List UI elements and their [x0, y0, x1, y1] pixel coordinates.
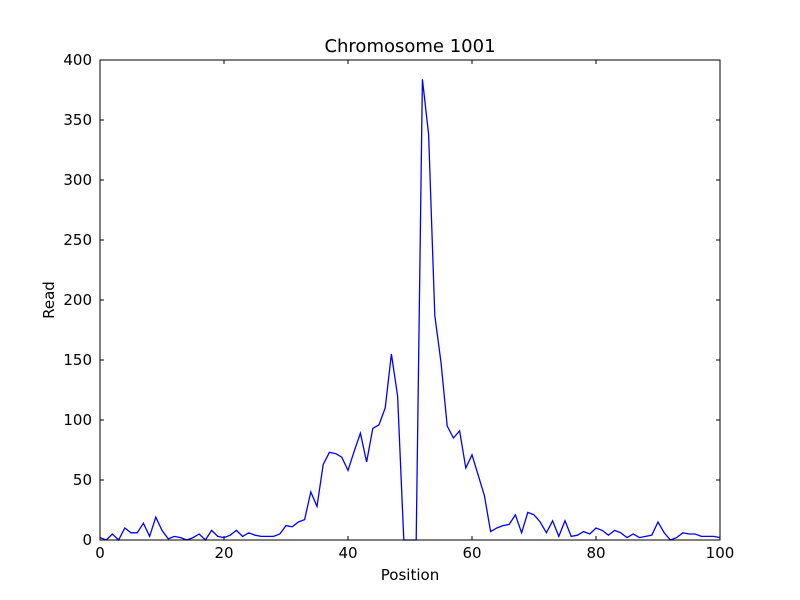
- axis-ticks: 0 20 40 60 80 100 0 50 100 150 200 250 300 350 400: [63, 51, 734, 562]
- chart-title: Chromosome 1001: [324, 36, 495, 57]
- y-tick-label: 250: [63, 231, 92, 249]
- series-line: [99, 79, 721, 542]
- y-tick-label: 50: [73, 471, 92, 489]
- x-tick-label: 60: [462, 544, 481, 562]
- y-tick-label: 0: [82, 531, 92, 549]
- x-tick-label: 80: [586, 544, 605, 562]
- x-tick-label: 0: [95, 544, 105, 562]
- x-tick-label: 40: [338, 544, 357, 562]
- y-axis-label: Read: [40, 281, 58, 319]
- y-tick-label: 150: [63, 351, 92, 369]
- x-axis-label: Position: [381, 566, 439, 584]
- plot-frame: [99, 59, 721, 541]
- y-tick-label: 100: [63, 411, 92, 429]
- x-tick-label: 20: [214, 544, 233, 562]
- y-tick-label: 400: [63, 51, 92, 69]
- y-tick-label: 300: [63, 171, 92, 189]
- y-tick-label: 350: [63, 111, 92, 129]
- y-tick-label: 200: [63, 291, 92, 309]
- x-tick-label: 100: [706, 544, 735, 562]
